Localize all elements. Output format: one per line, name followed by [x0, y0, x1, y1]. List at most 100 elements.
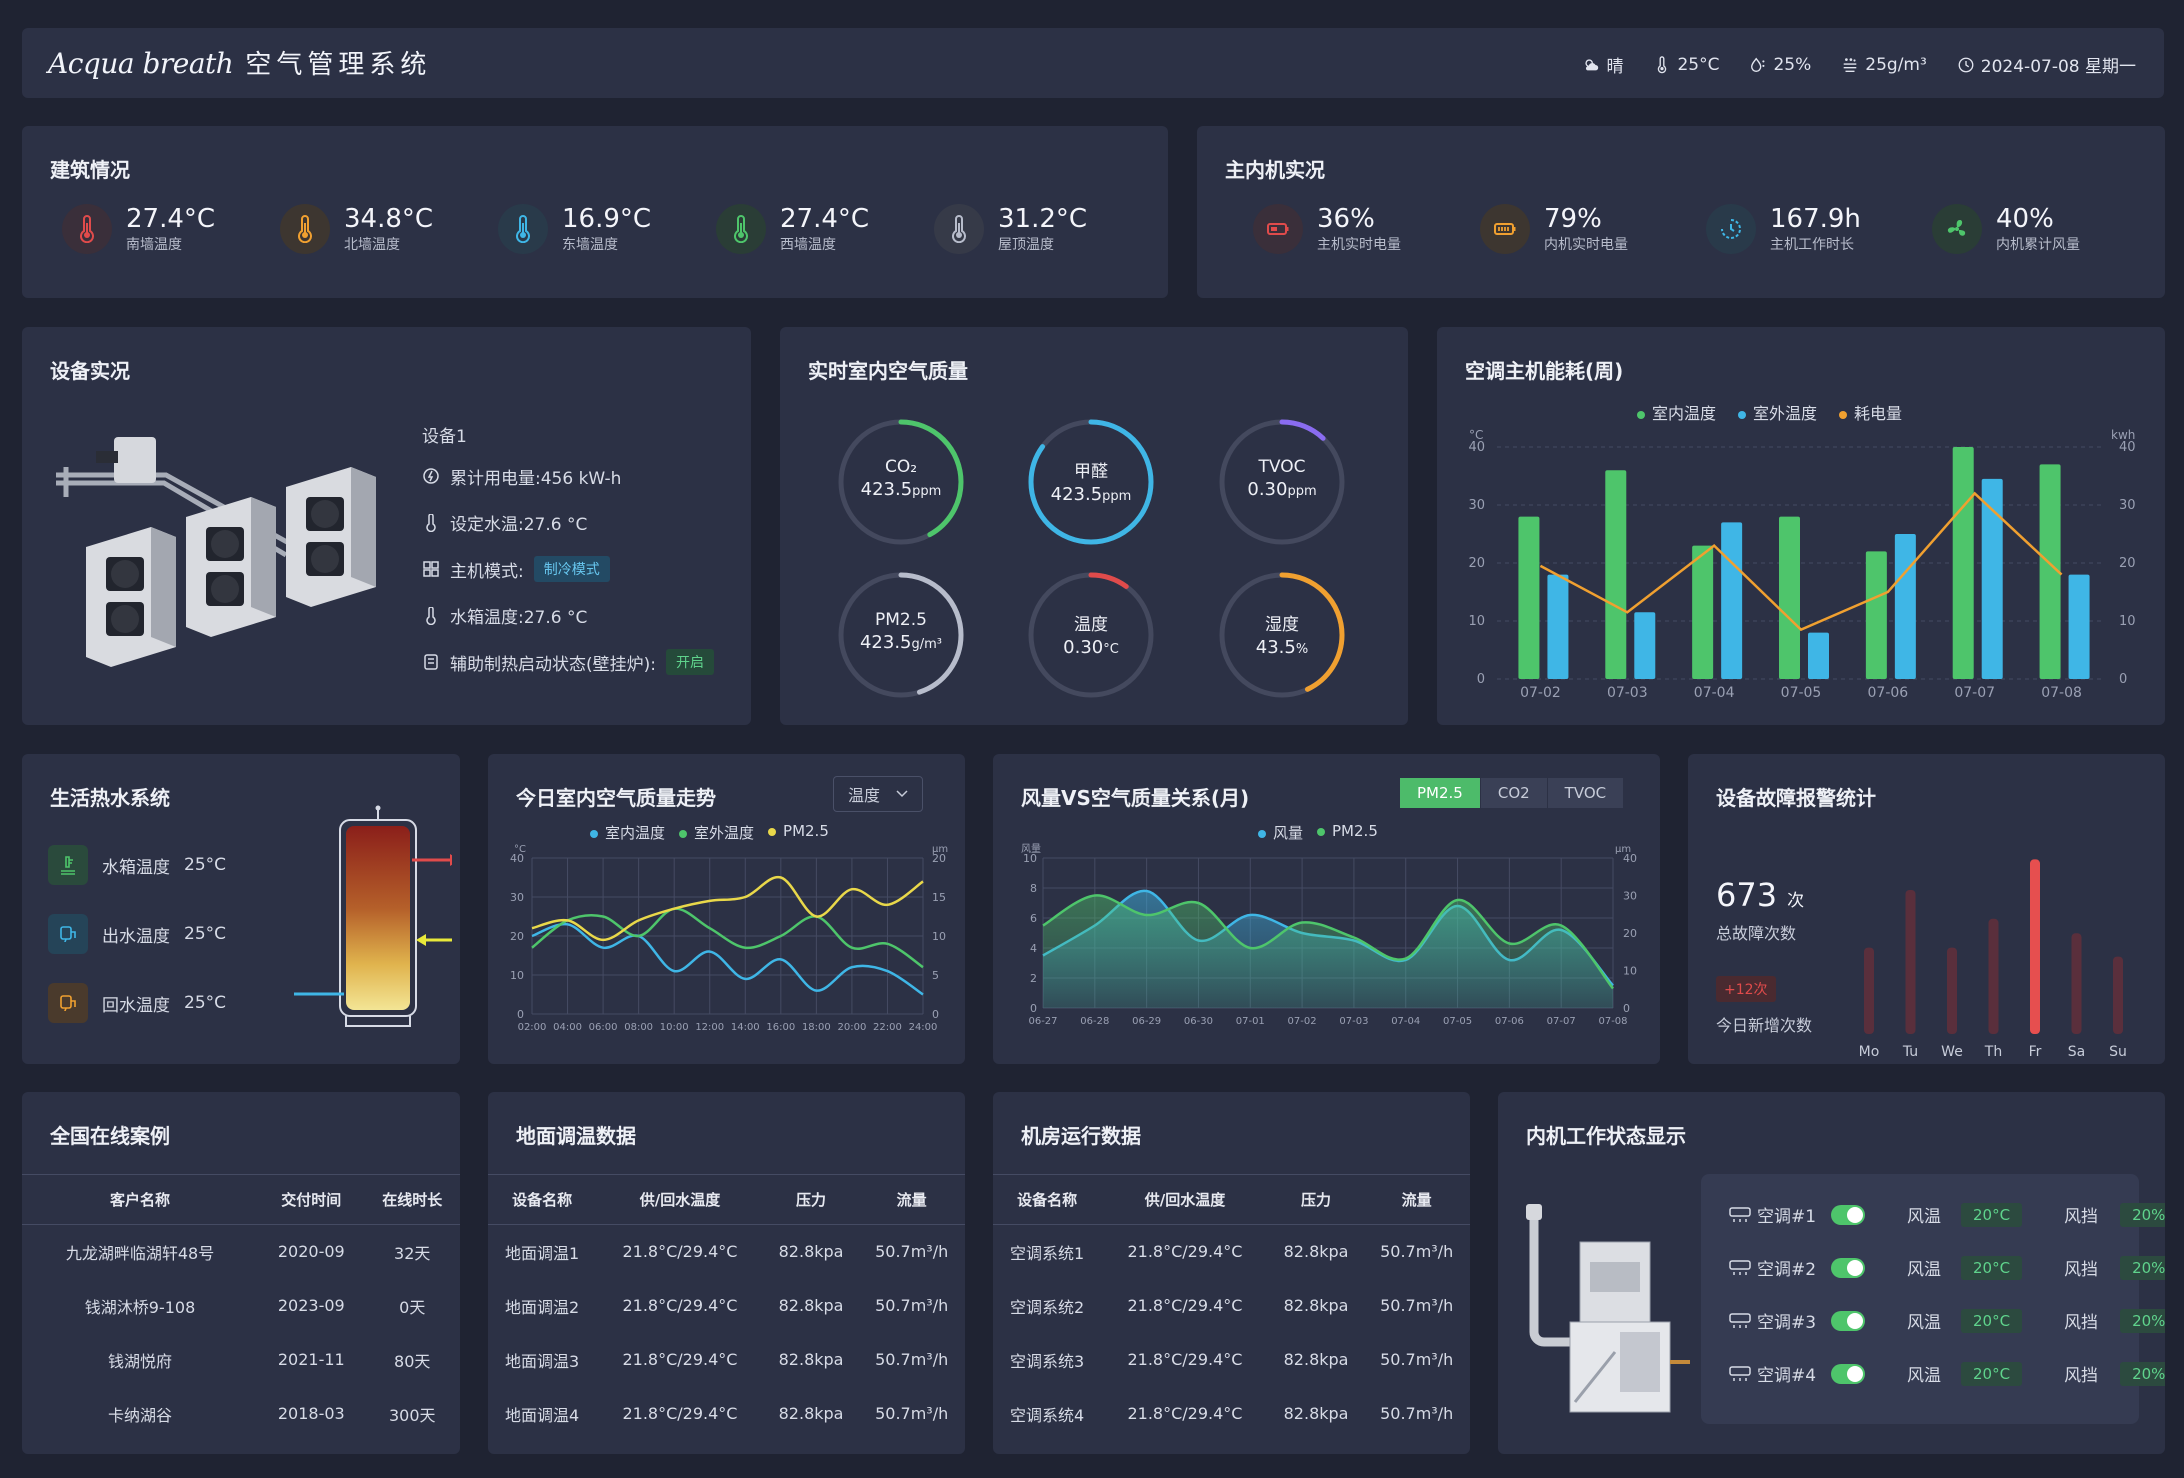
gauge-unit: °C — [1103, 642, 1119, 657]
x-tick-label: 12:00 — [695, 1022, 724, 1033]
cell: 21.8°C/29.4°C — [1127, 1404, 1243, 1423]
air-quality-title: 实时室内空气质量 — [808, 359, 968, 383]
x-tick-label: 07-07 — [1954, 685, 1995, 701]
line-series — [531, 875, 924, 942]
cell: 2020-09 — [277, 1242, 345, 1262]
ac-name: 空调#4 — [1757, 1366, 1817, 1386]
table-row[interactable]: 空调系统4 21.8°C/29.4°C 82.8kpa 50.7m³/h — [993, 1387, 1470, 1441]
gauge: 湿度 43.5% — [1217, 570, 1347, 700]
ac-power-toggle[interactable] — [1831, 1363, 1865, 1384]
tab-tvoc[interactable]: TVOC — [1547, 778, 1625, 808]
legend-label: 耗电量 — [1854, 404, 1903, 423]
y-tick-label: 20 — [510, 930, 524, 943]
cell: 300天 — [388, 1405, 436, 1425]
col-header: 供/回水温度 — [596, 1174, 764, 1225]
x-tick-label: 07-08 — [1598, 1016, 1627, 1027]
y2-tick-label: 30 — [2119, 498, 2136, 513]
y-axis-unit: °C — [514, 844, 526, 855]
trend-panel: 今日室内空气质量走势 温度 室内温度 室外温度 PM2.5 °C μm 0 0 10 5 2… — [488, 754, 965, 1064]
table-row[interactable]: 地面调温2 21.8°C/29.4°C 82.8kpa 50.7m³/h — [488, 1279, 965, 1333]
wind-tabs: PM2.5 CO2 TVOC — [1400, 778, 1625, 808]
ac-power-toggle[interactable] — [1831, 1204, 1865, 1225]
cases-title: 全国在线案例 — [50, 1124, 170, 1148]
dust: 25g/m³ — [1841, 52, 1927, 77]
y-tick-label: 30 — [510, 891, 524, 904]
tab-co2[interactable]: CO2 — [1480, 778, 1548, 808]
stat-wall-temp: 27.4°C 西墙温度 — [716, 204, 869, 254]
ac-power-toggle[interactable] — [1831, 1257, 1865, 1278]
fault-total: 673 次 — [1716, 876, 1804, 914]
ac-fan-value: 20% — [2120, 1308, 2165, 1333]
bar — [1779, 516, 1800, 679]
legend-item: 室外温度 — [1738, 400, 1817, 424]
hw-outlet-temp: 出水温度 25°C — [48, 914, 226, 954]
fault-total-label: 总故障次数 — [1716, 924, 1797, 943]
tab-pm25[interactable]: PM2.5 — [1400, 778, 1481, 808]
table-row[interactable]: 钱湖悦府 2021-11 80天 — [22, 1333, 460, 1387]
table-row[interactable]: 地面调温3 21.8°C/29.4°C 82.8kpa 50.7m³/h — [488, 1333, 965, 1387]
stat-label: 屋顶温度 — [998, 237, 1054, 253]
sun-cloud-icon — [1585, 58, 1599, 70]
cell: 50.7m³/h — [1380, 1296, 1454, 1315]
device-power-text: 累计用电量:456 kW-h — [450, 468, 622, 489]
y2-axis-unit: μm — [932, 844, 948, 855]
legend-label: 室内温度 — [1652, 404, 1717, 423]
hw-value: 25°C — [184, 855, 227, 875]
y2-tick-label: 40 — [1623, 852, 1637, 865]
hw-label: 出水温度 — [102, 926, 170, 947]
y2-tick-label: 0 — [932, 1008, 939, 1021]
fault-chart: Mo Tu We Th Fr Sa Su — [1859, 859, 2127, 1060]
legend-item: PM2.5 — [1317, 822, 1378, 843]
table-row[interactable]: 地面调温4 21.8°C/29.4°C 82.8kpa 50.7m³/h — [488, 1387, 965, 1441]
gauge: 温度 0.30°C — [1026, 570, 1156, 700]
x-tick-label: 14:00 — [731, 1022, 760, 1033]
table-row[interactable]: 卡纳湖谷 2018-03 300天 — [22, 1387, 460, 1441]
table-row[interactable]: 钱湖沐桥9-108 2023-09 0天 — [22, 1279, 460, 1333]
table-row[interactable]: 地面调温1 21.8°C/29.4°C 82.8kpa 50.7m³/h — [488, 1225, 965, 1279]
wind-chart: 风量 μm 0 2 4 6 8 10 0 10 20 30 40 06-27 06-28 06-29 06-30… — [1021, 843, 1637, 1027]
table-row[interactable]: 空调系统1 21.8°C/29.4°C 82.8kpa 50.7m³/h — [993, 1225, 1470, 1279]
cell: 50.7m³/h — [875, 1404, 949, 1423]
ac-temp-label: 风温 — [1907, 1366, 1941, 1386]
col-header: 交付时间 — [258, 1174, 365, 1225]
bar — [1518, 516, 1540, 679]
y2-tick-label: 10 — [932, 930, 946, 943]
x-tick-label: 06:00 — [589, 1022, 618, 1033]
gauge: CO₂ 423.5ppm — [836, 417, 966, 547]
legend-item: 耗电量 — [1839, 400, 1902, 424]
gauge-unit: g/m³ — [911, 637, 943, 652]
cell: 钱湖沐桥9-108 — [84, 1297, 196, 1317]
device-water-temp: 设定水温:27.6 °C — [422, 500, 714, 547]
bar — [2068, 574, 2090, 679]
area-fill — [1043, 895, 1613, 1008]
trend-legend: 室内温度 室外温度 PM2.5 — [590, 822, 829, 843]
hw-label: 水箱温度 — [102, 857, 170, 878]
gauge: 甲醛 423.5ppm — [1026, 417, 1156, 547]
air-conditioner-icon — [1729, 1312, 1751, 1328]
energy-chart: °C kwh 0 0 10 10 20 20 30 30 40 40 07-02 07-03 07-04 07… — [1468, 428, 2136, 701]
ac-power-toggle[interactable] — [1831, 1310, 1865, 1331]
chevron-down-icon — [896, 790, 908, 798]
table-row[interactable]: 九龙湖畔临湖轩48号 2020-09 32天 — [22, 1225, 460, 1279]
cell: 2021-11 — [277, 1350, 345, 1369]
room-title: 机房运行数据 — [1021, 1124, 1141, 1148]
fault-total-unit: 次 — [1787, 891, 1805, 911]
metric-select[interactable]: 温度 — [833, 776, 924, 812]
timer-icon — [1706, 204, 1756, 254]
gauge-ring — [1219, 572, 1345, 698]
stat-value: 79% — [1544, 204, 1602, 234]
x-tick-label: 07-03 — [1339, 1016, 1368, 1027]
y-tick-label: 0 — [1477, 672, 1485, 687]
trend-chart: °C μm 0 0 10 5 20 10 30 15 40 20 02:00 04:00 06:00 08:0… — [510, 844, 948, 1033]
ac-fan-label: 风挡 — [2064, 1366, 2099, 1386]
col-header: 流量 — [1363, 1174, 1470, 1225]
table-row[interactable]: 空调系统2 21.8°C/29.4°C 82.8kpa 50.7m³/h — [993, 1279, 1470, 1333]
air-conditioner-icon — [1729, 1259, 1751, 1275]
x-tick-label: 24:00 — [909, 1022, 938, 1033]
cell: 82.8kpa — [1283, 1404, 1349, 1423]
x-tick-label: 07-06 — [1868, 685, 1909, 701]
gauge-name: 湿度 — [1265, 615, 1299, 635]
mode-badge: 制冷模式 — [533, 556, 610, 583]
gauge-unit: % — [1295, 642, 1309, 657]
table-row[interactable]: 空调系统3 21.8°C/29.4°C 82.8kpa 50.7m³/h — [993, 1333, 1470, 1387]
